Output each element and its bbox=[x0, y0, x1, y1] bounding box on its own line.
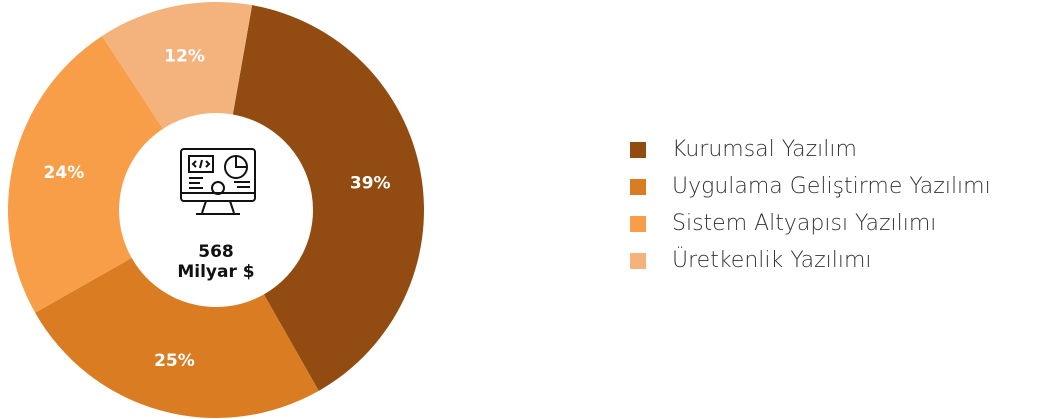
legend-swatch bbox=[630, 142, 646, 158]
value-label: 25% bbox=[154, 351, 195, 371]
center-icon bbox=[180, 148, 256, 215]
value-label: 24% bbox=[44, 163, 85, 183]
legend-label: Üretkenlik Yazılımı bbox=[672, 246, 872, 273]
donut-segment bbox=[35, 257, 319, 418]
center-label: Milyar $ bbox=[177, 262, 254, 282]
center-label: 568 bbox=[198, 242, 234, 262]
donut-segment bbox=[232, 5, 425, 391]
legend-swatch bbox=[630, 179, 646, 195]
legend-label: Kurumsal Yazılım bbox=[672, 137, 857, 162]
donut-segment bbox=[8, 35, 163, 313]
value-label: 12% bbox=[164, 47, 205, 67]
donut-segment bbox=[102, 2, 253, 129]
legend-label: Sistem Altyapısı Yazılımı bbox=[672, 211, 936, 236]
legend-swatch bbox=[630, 216, 646, 232]
legend-label: Uygulama Geliştirme Yazılımı bbox=[672, 174, 991, 199]
value-label: 39% bbox=[350, 173, 391, 193]
legend-swatch bbox=[630, 253, 646, 269]
